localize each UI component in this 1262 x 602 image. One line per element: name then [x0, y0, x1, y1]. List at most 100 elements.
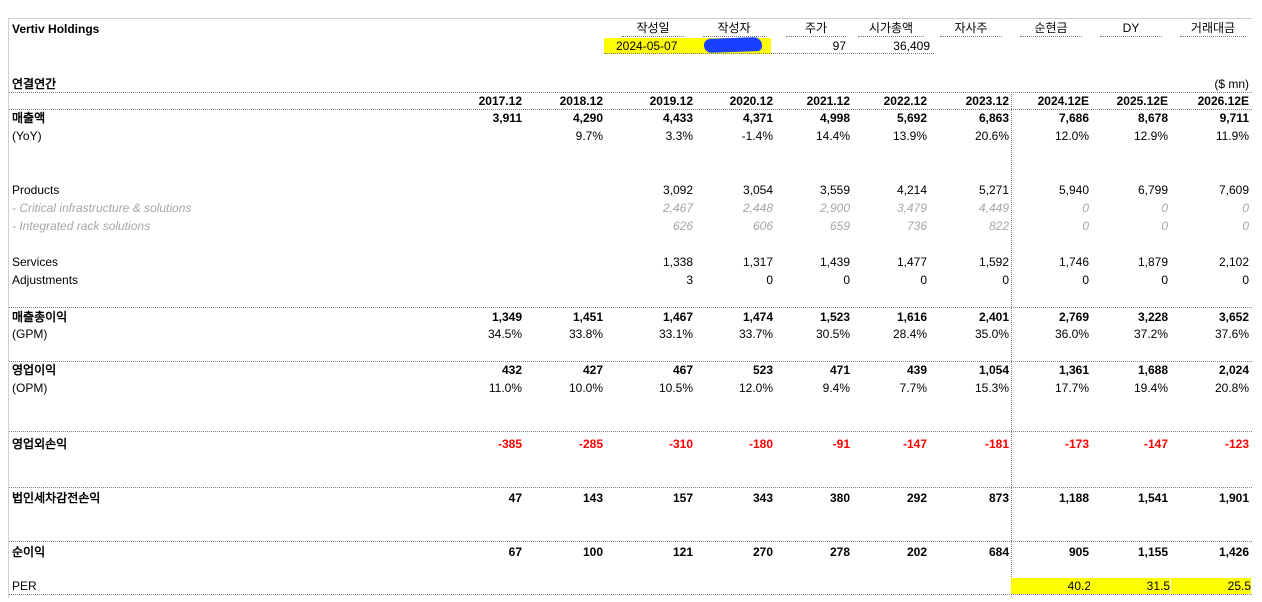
cell-non-op-2025.12E[interactable]: -147 — [1143, 437, 1168, 451]
cell-critical-2020.12[interactable]: 2,448 — [742, 201, 773, 215]
cell-opm-2021.12[interactable]: 9.4% — [822, 381, 850, 395]
cell-op-income-2021.12[interactable]: 471 — [829, 363, 850, 377]
cell-per-2026.12E[interactable]: 25.5 — [1171, 578, 1251, 594]
cell-critical-2018.12[interactable] — [527, 200, 603, 216]
cell-revenue-2025.12E[interactable]: 8,678 — [1137, 111, 1168, 125]
cell-op-income-2018.12[interactable]: 427 — [582, 363, 603, 377]
cell-per-2024.12E[interactable]: 40.2 — [1011, 578, 1091, 594]
cell-net-income-2021.12[interactable]: 278 — [829, 545, 850, 559]
cell-net-income-2019.12[interactable]: 121 — [672, 545, 693, 559]
year-header-2022.12[interactable]: 2022.12 — [883, 94, 927, 108]
cell-op-income-2022.12[interactable]: 439 — [906, 363, 927, 377]
cell-non-op-2020.12[interactable]: -180 — [748, 437, 773, 451]
cell-rack-2020.12[interactable]: 606 — [752, 219, 773, 233]
cell-services-2023.12[interactable]: 1,592 — [978, 255, 1009, 269]
cell-services-2025.12E[interactable]: 1,879 — [1137, 255, 1168, 269]
cell-critical-2019.12[interactable]: 2,467 — [662, 201, 693, 215]
cell-gross-profit-2018.12[interactable]: 1,451 — [572, 310, 603, 324]
cell-gross-profit-2023.12[interactable]: 2,401 — [978, 310, 1009, 324]
cell-gpm-2021.12[interactable]: 30.5% — [815, 327, 850, 341]
cell-adjustments-2019.12[interactable]: 3 — [686, 273, 693, 287]
cell-gpm-2025.12E[interactable]: 37.2% — [1133, 327, 1168, 341]
cell-adjustments-2021.12[interactable]: 0 — [843, 273, 850, 287]
cell-opm-2020.12[interactable]: 12.0% — [738, 381, 773, 395]
cell-net-income-2020.12[interactable]: 270 — [752, 545, 773, 559]
cell-pretax-2017.12[interactable]: 47 — [508, 491, 522, 505]
cell-critical-2017.12[interactable] — [446, 200, 522, 216]
cell-gpm-2018.12[interactable]: 33.8% — [568, 327, 603, 341]
cell-products-2021.12[interactable]: 3,559 — [819, 183, 850, 197]
cell-revenue-2026.12E[interactable]: 9,711 — [1219, 111, 1249, 125]
cell-pretax-2019.12[interactable]: 157 — [672, 491, 693, 505]
cell-products-2023.12[interactable]: 5,271 — [978, 183, 1009, 197]
cell-gross-profit-2020.12[interactable]: 1,474 — [742, 310, 773, 324]
cell-gpm-2019.12[interactable]: 33.1% — [658, 327, 693, 341]
cell-adjustments-2025.12E[interactable]: 0 — [1161, 273, 1168, 287]
cell-net-income-2022.12[interactable]: 202 — [906, 545, 927, 559]
cell-services-2022.12[interactable]: 1,477 — [896, 255, 927, 269]
cell-non-op-2023.12[interactable]: -181 — [984, 437, 1009, 451]
year-header-2023.12[interactable]: 2023.12 — [965, 94, 1009, 108]
cell-services-2024.12E[interactable]: 1,746 — [1058, 255, 1089, 269]
cell-pretax-2026.12E[interactable]: 1,901 — [1218, 491, 1249, 505]
cell-op-income-2025.12E[interactable]: 1,688 — [1137, 363, 1168, 377]
cell-gross-profit-2025.12E[interactable]: 3,228 — [1137, 310, 1168, 324]
cell-per-2021.12[interactable] — [774, 578, 850, 594]
cell-yoy-2018.12[interactable]: 9.7% — [575, 129, 603, 143]
cell-opm-2023.12[interactable]: 15.3% — [974, 381, 1009, 395]
cell-per-2025.12E[interactable]: 31.5 — [1090, 578, 1170, 594]
cell-products-2017.12[interactable] — [446, 182, 522, 198]
cell-revenue-2018.12[interactable]: 4,290 — [572, 111, 603, 125]
cell-critical-2025.12E[interactable]: 0 — [1161, 201, 1168, 215]
cell-per-2017.12[interactable] — [446, 578, 522, 594]
year-header-2019.12[interactable]: 2019.12 — [649, 94, 693, 108]
cell-adjustments-2023.12[interactable]: 0 — [1002, 273, 1009, 287]
cell-rack-2022.12[interactable]: 736 — [906, 219, 927, 233]
cell-products-2020.12[interactable]: 3,054 — [742, 183, 773, 197]
cell-yoy-2026.12E[interactable]: 11.9% — [1215, 129, 1249, 143]
cell-yoy-2025.12E[interactable]: 12.9% — [1133, 129, 1168, 143]
cell-adjustments-2026.12E[interactable]: 0 — [1242, 273, 1249, 287]
year-header-2021.12[interactable]: 2021.12 — [806, 94, 850, 108]
year-header-2025.12E[interactable]: 2025.12E — [1116, 94, 1168, 108]
cell-adjustments-2017.12[interactable] — [446, 272, 522, 288]
cell-net-income-2026.12E[interactable]: 1,426 — [1218, 545, 1249, 559]
cell-rack-2024.12E[interactable]: 0 — [1082, 219, 1089, 233]
cell-opm-2017.12[interactable]: 11.0% — [488, 381, 522, 395]
cell-revenue-2020.12[interactable]: 4,371 — [742, 111, 773, 125]
cell-rack-2023.12[interactable]: 822 — [988, 219, 1009, 233]
price-value[interactable]: 97 — [832, 39, 846, 53]
cell-net-income-2023.12[interactable]: 684 — [988, 545, 1009, 559]
cell-gross-profit-2021.12[interactable]: 1,523 — [819, 310, 850, 324]
cell-per-2019.12[interactable] — [617, 578, 693, 594]
cell-products-2022.12[interactable]: 4,214 — [896, 183, 927, 197]
cell-products-2025.12E[interactable]: 6,799 — [1137, 183, 1168, 197]
cell-gross-profit-2026.12E[interactable]: 3,652 — [1218, 310, 1249, 324]
cell-critical-2023.12[interactable]: 4,449 — [978, 201, 1009, 215]
cell-rack-2018.12[interactable] — [527, 218, 603, 234]
cell-gpm-2022.12[interactable]: 28.4% — [892, 327, 927, 341]
spreadsheet-grid[interactable] — [8, 18, 1253, 598]
cell-services-2021.12[interactable]: 1,439 — [819, 255, 850, 269]
cell-yoy-2023.12[interactable]: 20.6% — [974, 129, 1009, 143]
cell-rack-2025.12E[interactable]: 0 — [1161, 219, 1168, 233]
cell-net-income-2025.12E[interactable]: 1,155 — [1137, 545, 1168, 559]
cell-per-2022.12[interactable] — [851, 578, 927, 594]
cell-revenue-2022.12[interactable]: 5,692 — [896, 111, 927, 125]
cell-pretax-2018.12[interactable]: 143 — [582, 491, 603, 505]
cell-revenue-2019.12[interactable]: 4,433 — [662, 111, 693, 125]
year-header-2024.12E[interactable]: 2024.12E — [1037, 94, 1089, 108]
cell-non-op-2022.12[interactable]: -147 — [902, 437, 927, 451]
cell-services-2017.12[interactable] — [446, 254, 522, 270]
cell-yoy-2024.12E[interactable]: 12.0% — [1054, 129, 1089, 143]
cell-opm-2022.12[interactable]: 7.7% — [899, 381, 927, 395]
cell-products-2024.12E[interactable]: 5,940 — [1058, 183, 1089, 197]
year-header-2018.12[interactable]: 2018.12 — [559, 94, 603, 108]
cell-yoy-2022.12[interactable]: 13.9% — [892, 129, 927, 143]
cell-non-op-2026.12E[interactable]: -123 — [1224, 437, 1249, 451]
cell-gross-profit-2024.12E[interactable]: 2,769 — [1058, 310, 1089, 324]
cell-revenue-2024.12E[interactable]: 7,686 — [1058, 111, 1089, 125]
cell-yoy-2020.12[interactable]: -1.4% — [741, 129, 773, 143]
cell-critical-2026.12E[interactable]: 0 — [1242, 201, 1249, 215]
cell-gross-profit-2017.12[interactable]: 1,349 — [491, 310, 522, 324]
